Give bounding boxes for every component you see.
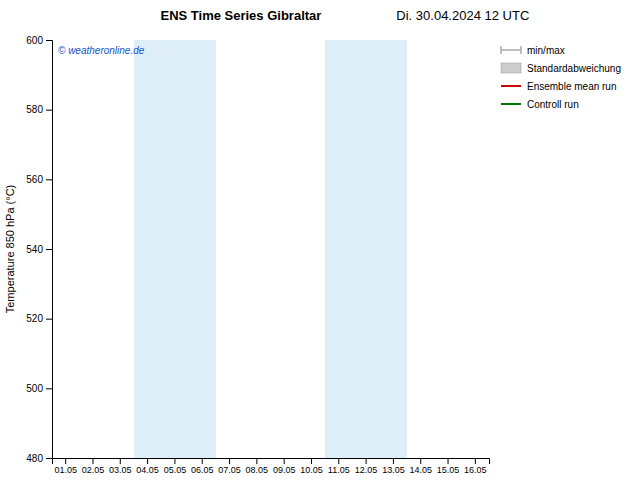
- legend-label: Controll run: [527, 99, 579, 110]
- legend-swatch: [501, 63, 521, 73]
- y-axis: 480 500 520 540 560 580 600: [26, 35, 52, 464]
- y-axis-title: Temperature 850 hPa (°C): [4, 185, 16, 314]
- x-tick-mark: [229, 458, 230, 464]
- legend-swatch: [501, 103, 521, 105]
- x-tick: 02.05: [82, 458, 105, 475]
- y-tick-label: 560: [26, 174, 43, 185]
- subtitle: Di. 30.04.2024 12 UTC: [396, 8, 529, 23]
- legend-item: Ensemble mean run: [501, 81, 617, 92]
- x-tick-mark: [256, 458, 257, 464]
- x-tick: 09.05: [273, 458, 296, 475]
- y-axis-line: [46, 41, 53, 459]
- legend-item: Controll run: [501, 99, 579, 110]
- y-tick-label: 580: [26, 104, 43, 115]
- y-tick-mark: [46, 319, 52, 320]
- x-tick-mark: [284, 458, 285, 464]
- x-tick-mark: [174, 458, 175, 464]
- x-tick-label: 09.05: [273, 465, 296, 475]
- x-tick: 08.05: [246, 458, 269, 475]
- x-tick: 16.05: [464, 458, 487, 475]
- legend-label: Standardabweichung: [527, 63, 621, 74]
- x-axis: 01.05 02.05 03.05 04.05 05.05 06.05 07.05 08.05…: [53, 458, 490, 475]
- chart: ENS Time Series Gibraltar Di. 30.04.2024 …: [0, 0, 634, 490]
- x-tick-mark: [448, 458, 449, 464]
- x-tick-label: 02.05: [82, 465, 105, 475]
- x-tick-mark: [92, 458, 93, 464]
- x-tick: 07.05: [218, 458, 241, 475]
- x-tick-mark: [202, 458, 203, 464]
- x-tick: 03.05: [109, 458, 132, 475]
- y-tick: 500: [26, 383, 52, 394]
- title: ENS Time Series Gibraltar: [160, 8, 321, 23]
- legend-swatch: [500, 46, 502, 54]
- x-tick: 05.05: [164, 458, 187, 475]
- x-tick-mark: [311, 458, 312, 464]
- legend: min/max Standardabweichung Ensemble mean r…: [501, 45, 621, 110]
- y-tick-mark: [46, 458, 52, 459]
- x-tick-label: 10.05: [300, 465, 323, 475]
- x-tick-label: 13.05: [382, 465, 405, 475]
- legend-swatch: [501, 49, 521, 51]
- y-tick-label: 540: [26, 244, 43, 255]
- x-tick-label: 01.05: [54, 465, 77, 475]
- x-tick-label: 14.05: [409, 465, 432, 475]
- x-tick-mark: [420, 458, 421, 464]
- y-tick-label: 500: [26, 383, 43, 394]
- y-tick: 560: [26, 174, 52, 185]
- x-tick-mark: [393, 458, 394, 464]
- y-tick: 540: [26, 244, 52, 255]
- x-tick-mark: [120, 458, 121, 464]
- x-tick-label: 03.05: [109, 465, 132, 475]
- x-tick: 11.05: [328, 458, 350, 475]
- x-tick-label: 16.05: [464, 465, 487, 475]
- x-tick: 15.05: [437, 458, 460, 475]
- y-tick-mark: [46, 388, 52, 389]
- x-axis-line: [53, 459, 490, 465]
- x-tick: 06.05: [191, 458, 214, 475]
- y-tick: 520: [26, 313, 52, 324]
- x-tick-mark: [475, 458, 476, 464]
- y-tick-label: 600: [26, 35, 43, 46]
- legend-swatch: [520, 46, 522, 54]
- x-tick-label: 06.05: [191, 465, 214, 475]
- legend-label: Ensemble mean run: [527, 81, 617, 92]
- x-tick: 10.05: [300, 458, 323, 475]
- legend-item: Standardabweichung: [501, 63, 621, 74]
- plot-area: 01.05 02.05 03.05 04.05 05.05 06.05 07.05 08.05…: [4, 35, 490, 476]
- y-tick-mark: [46, 40, 52, 41]
- x-tick: 01.05: [54, 458, 77, 475]
- y-tick-mark: [46, 179, 52, 180]
- x-tick: 13.05: [382, 458, 405, 475]
- x-tick: 14.05: [409, 458, 432, 475]
- x-tick-mark: [366, 458, 367, 464]
- x-tick-label: 12.05: [355, 465, 378, 475]
- y-tick: 480: [26, 453, 52, 464]
- x-tick: 12.05: [355, 458, 378, 475]
- x-tick-label: 07.05: [218, 465, 241, 475]
- annotation: © weatheronline.de: [58, 45, 145, 56]
- y-tick-mark: [46, 249, 52, 250]
- y-tick-mark: [46, 110, 52, 111]
- x-tick-label: 11.05: [328, 465, 350, 475]
- x-tick-label: 05.05: [164, 465, 187, 475]
- x-tick-mark: [65, 458, 66, 464]
- x-tick: 04.05: [136, 458, 159, 475]
- legend-item: min/max: [501, 45, 565, 56]
- x-tick-mark: [338, 458, 339, 464]
- x-tick-label: 08.05: [246, 465, 269, 475]
- marks: [134, 40, 407, 458]
- y-tick-label: 520: [26, 313, 43, 324]
- shaded-region: [134, 40, 216, 458]
- legend-swatch: [501, 85, 521, 87]
- y-tick-label: 480: [26, 453, 43, 464]
- legend-label: min/max: [527, 45, 565, 56]
- y-tick: 580: [26, 104, 52, 115]
- y-tick: 600: [26, 35, 52, 46]
- x-tick-mark: [147, 458, 148, 464]
- x-tick-label: 04.05: [136, 465, 159, 475]
- x-tick-label: 15.05: [437, 465, 460, 475]
- shaded-region: [325, 40, 407, 458]
